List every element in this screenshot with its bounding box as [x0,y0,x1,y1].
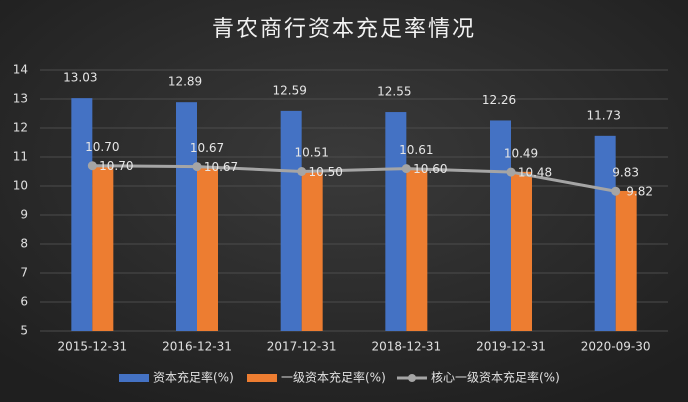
legend-label: 一级资本充足率(%) [281,370,386,385]
value-label: 10.49 [504,146,538,160]
line-marker [87,161,97,171]
y-tick-label: 5 [20,324,28,338]
x-tick-label: 2019-12-31 [476,340,546,354]
bar [594,135,616,331]
y-tick-label: 6 [20,295,28,309]
bar [71,98,93,331]
x-tick-label: 2016-12-31 [162,340,232,354]
y-tick-label: 10 [13,179,28,193]
line-marker [506,167,516,177]
legend-swatch [119,374,149,382]
line [92,164,616,193]
y-tick-label: 11 [13,150,28,164]
value-label: 10.70 [85,140,119,154]
y-tick-label: 14 [13,63,28,77]
legend-marker [408,374,416,382]
value-label: 12.26 [482,93,516,107]
value-label: 13.03 [63,71,97,85]
line-marker [611,186,621,196]
line-marker [192,162,202,172]
bar [92,165,114,331]
value-label: 12.59 [272,83,306,97]
x-tick-label: 2017-12-31 [267,340,337,354]
legend-label: 核心一级资本充足率(%) [431,370,560,385]
y-tick-label: 12 [13,121,28,135]
value-label: 10.61 [399,143,433,157]
y-tick-label: 7 [20,266,28,280]
value-label: 10.60 [413,162,447,176]
value-label: 10.51 [294,146,328,160]
line-marker [297,167,307,176]
x-tick-label: 2015-12-31 [57,340,127,354]
bar [615,190,637,331]
value-label: 9.83 [612,165,639,179]
bar [176,102,197,331]
bar [197,166,218,331]
x-tick-label: 2020-09-30 [581,340,651,354]
x-tick-label: 2018-12-31 [371,340,441,354]
bar [385,112,407,331]
bar [280,110,302,331]
value-label: 12.55 [377,85,411,99]
legend-swatch [247,374,277,382]
line-marker [401,164,411,174]
legend-label: 资本充足率(%) [153,370,234,385]
y-tick-label: 8 [20,237,28,251]
y-tick-label: 13 [13,92,28,106]
bar [406,168,428,331]
bar [301,171,323,331]
y-tick-label: 9 [20,208,28,222]
value-label: 10.50 [308,165,342,179]
value-label: 9.82 [626,185,653,199]
bar [511,171,532,331]
value-label: 10.67 [190,141,224,155]
value-label: 12.89 [168,75,202,89]
value-label: 10.70 [99,159,133,173]
chart-title: 青农商行资本充足率情况 [212,17,476,42]
value-label: 11.73 [586,108,620,122]
value-label: 10.48 [518,166,552,180]
value-label: 10.67 [204,160,238,174]
